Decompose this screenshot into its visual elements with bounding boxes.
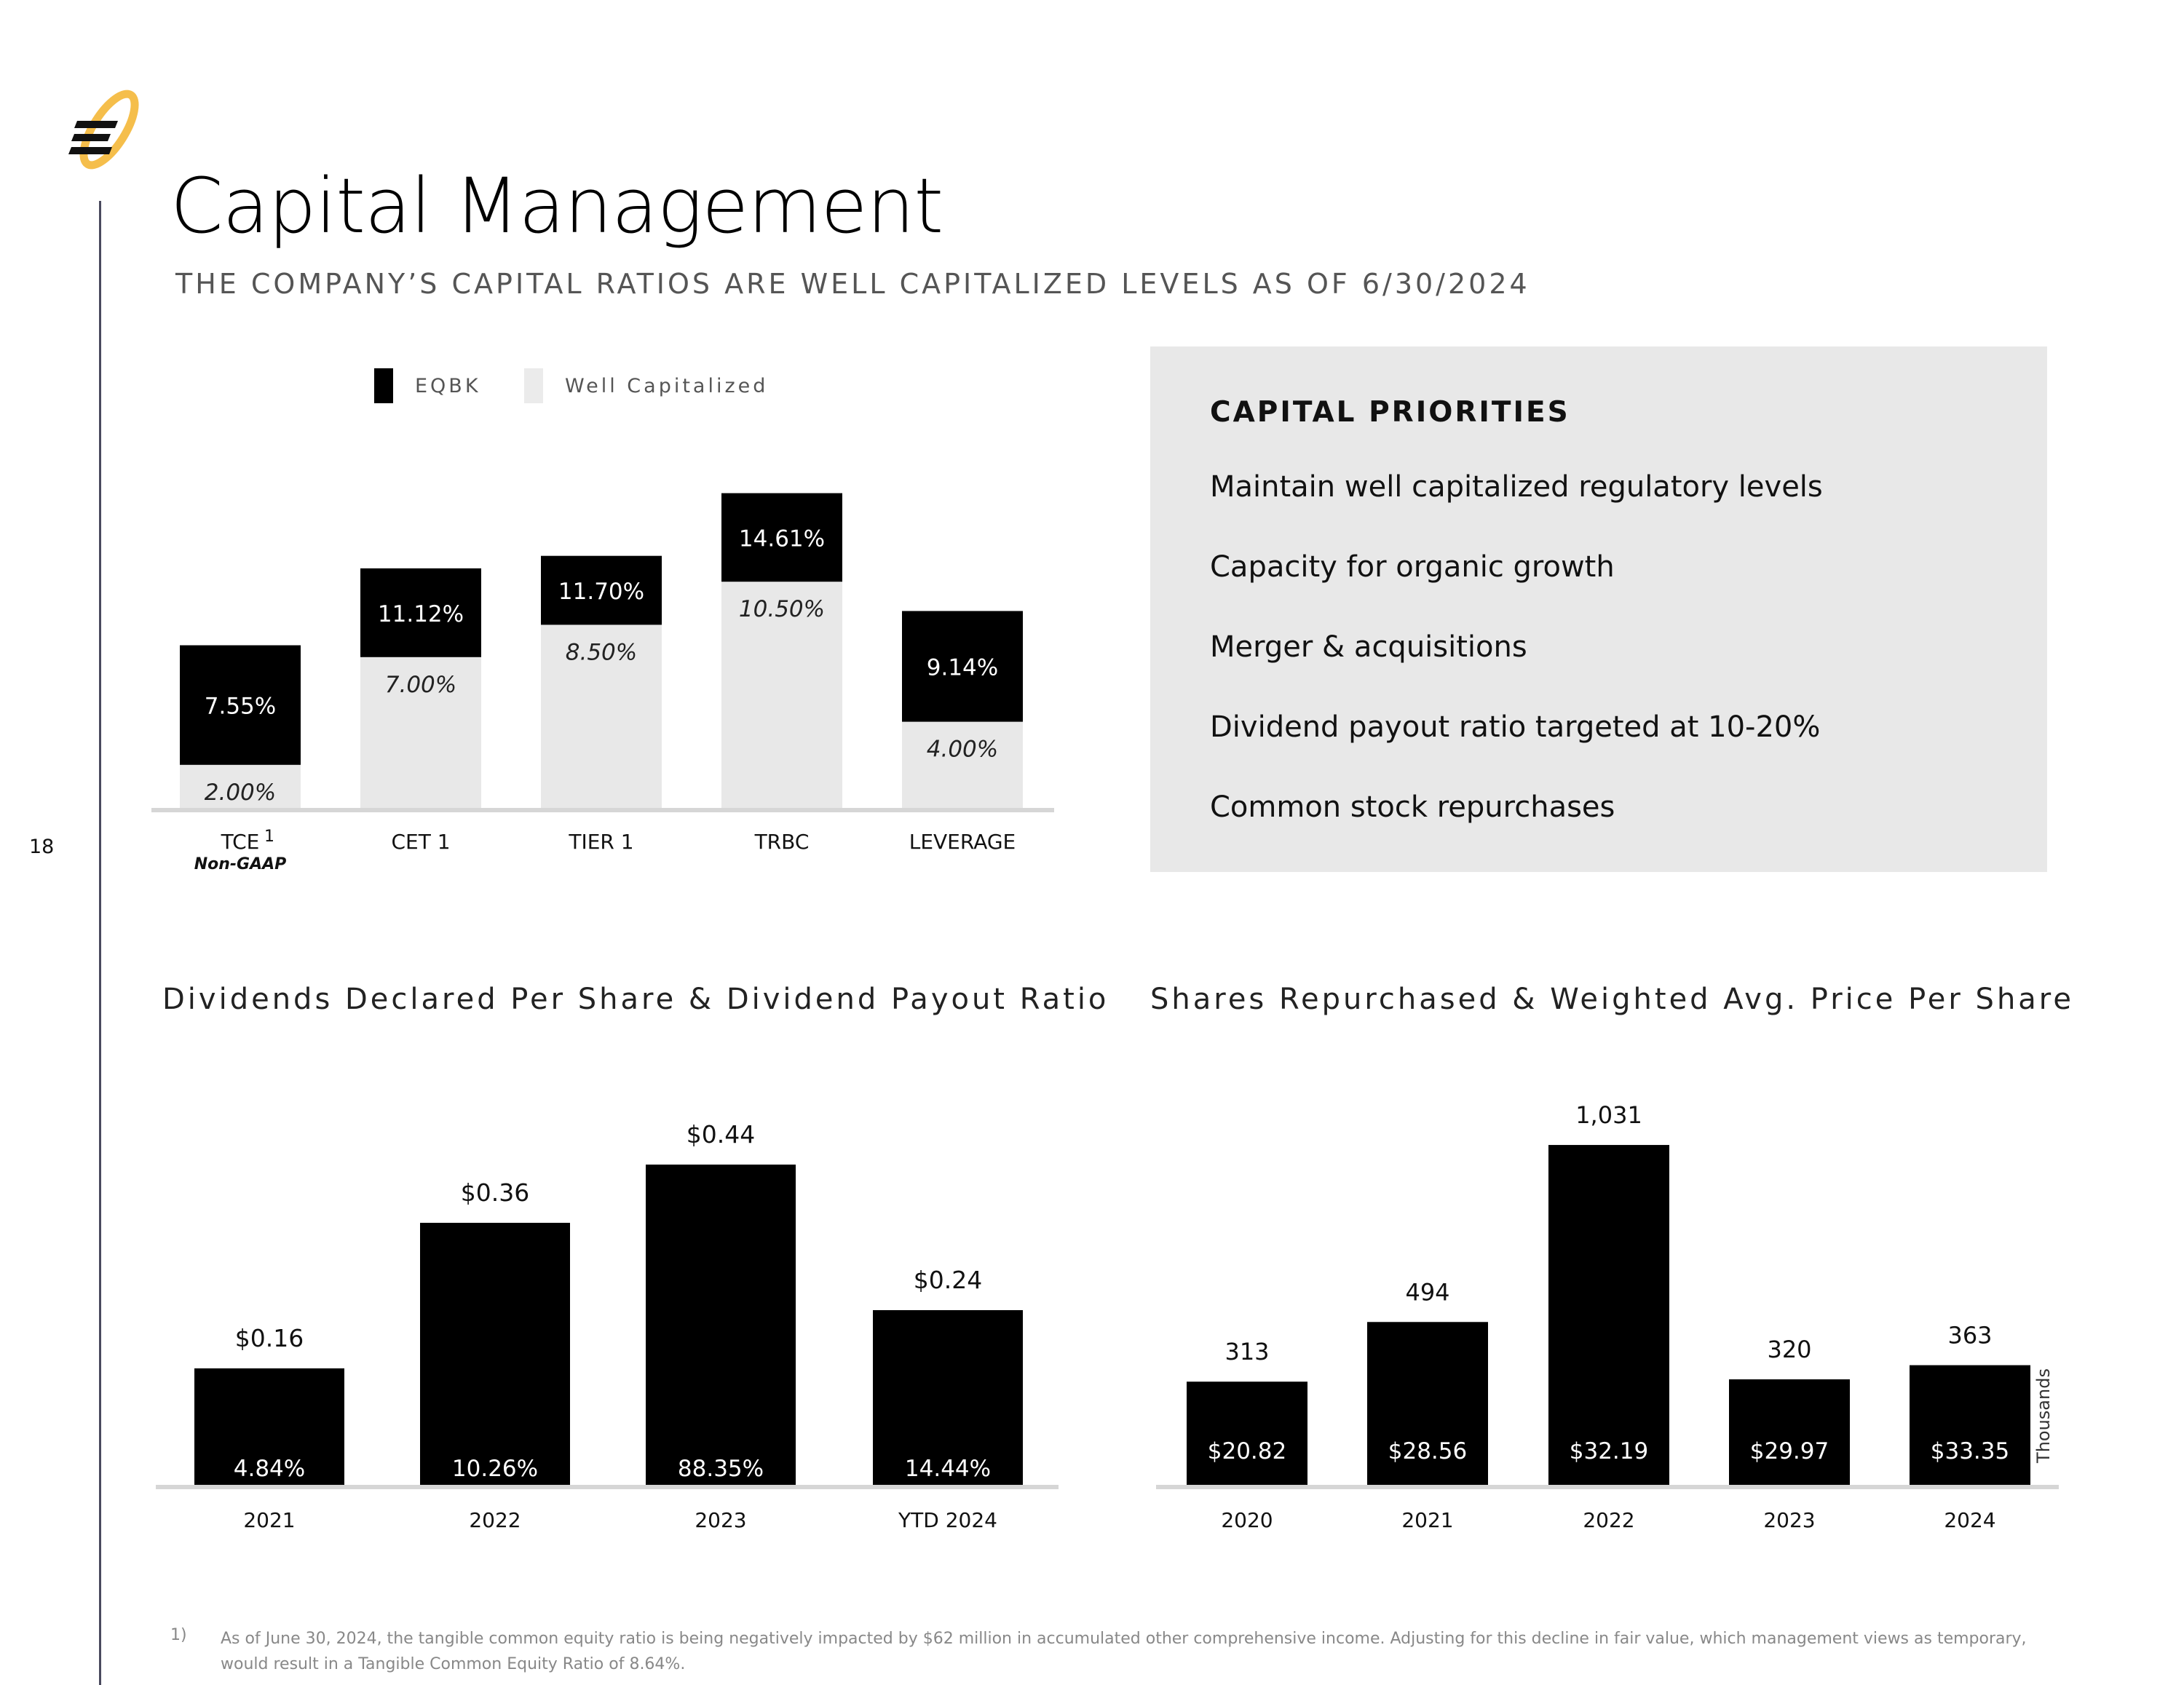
legend-item-eqbk: EQBK xyxy=(374,368,481,403)
category-label: LEVERAGE xyxy=(909,830,1016,854)
panel-heading: CAPITAL PRIORITIES xyxy=(1210,396,1570,429)
eqbk-value-label: 14.61% xyxy=(739,526,825,552)
legend-item-well-capitalized: Well Capitalized xyxy=(524,368,768,403)
dividend-value-label: $0.36 xyxy=(461,1178,529,1207)
eqbk-value-label: 7.55% xyxy=(205,694,276,720)
footnote-text: As of June 30, 2024, the tangible common… xyxy=(221,1630,2027,1673)
year-label: 2022 xyxy=(469,1508,521,1532)
shares-value-label: 313 xyxy=(1224,1338,1269,1365)
legend-label-well-capitalized: Well Capitalized xyxy=(565,374,769,397)
legend-label-eqbk: EQBK xyxy=(415,374,481,397)
shares-value-label: 494 xyxy=(1405,1278,1449,1306)
well-capitalized-value-label: 10.50% xyxy=(739,596,825,622)
repurchase-bar xyxy=(1910,1365,2030,1485)
shares-value-label: 1,031 xyxy=(1575,1101,1642,1129)
avg-price-label: $20.82 xyxy=(1208,1438,1286,1464)
payout-ratio-label: 10.26% xyxy=(452,1456,538,1482)
dividend-value-label: $0.24 xyxy=(914,1266,982,1294)
eqbk-value-label: 11.12% xyxy=(378,601,464,627)
category-label: CET 1 xyxy=(391,830,450,854)
avg-price-label: $32.19 xyxy=(1570,1438,1648,1464)
y-axis-unit-label: Thousands xyxy=(2033,1368,2054,1464)
repurchase-bar xyxy=(1187,1381,1307,1485)
shares-value-label: 363 xyxy=(1947,1322,1992,1349)
well-capitalized-bar xyxy=(721,582,842,808)
capital-chart-baseline xyxy=(151,808,1054,812)
priority-item: Merger & acquisitions xyxy=(1210,630,1527,664)
dividend-bar xyxy=(194,1368,344,1485)
year-label: 2022 xyxy=(1583,1508,1634,1532)
repurchases-chart-title: Shares Repurchased & Weighted Avg. Price… xyxy=(1150,983,2074,1016)
well-capitalized-bar xyxy=(360,657,481,808)
category-label: TIER 1 xyxy=(568,830,633,854)
dividend-bar xyxy=(420,1223,570,1485)
eqbk-value-label: 9.14% xyxy=(927,655,998,681)
priority-item: Maintain well capitalized regulatory lev… xyxy=(1210,470,1823,504)
page-number: 18 xyxy=(29,836,55,858)
well-capitalized-value-label: 8.50% xyxy=(566,639,637,665)
shares-value-label: 320 xyxy=(1767,1336,1811,1363)
logo-mark xyxy=(68,121,118,154)
year-label: 2023 xyxy=(1763,1508,1815,1532)
repurchase-bar xyxy=(1729,1379,1850,1485)
repurchases-chart-baseline xyxy=(1156,1485,2059,1489)
priority-item: Common stock repurchases xyxy=(1210,790,1615,824)
year-label: 2023 xyxy=(695,1508,746,1532)
year-label: 2024 xyxy=(1944,1508,1995,1532)
category-superscript: 1 xyxy=(264,828,274,846)
avg-price-label: $29.97 xyxy=(1750,1438,1829,1464)
category-label: TRBC xyxy=(754,830,810,854)
dividends-chart-title: Dividends Declared Per Share & Dividend … xyxy=(162,983,1109,1016)
priority-item: Capacity for organic growth xyxy=(1210,550,1615,584)
payout-ratio-label: 14.44% xyxy=(905,1456,991,1482)
page-subtitle: THE COMPANY’S CAPITAL RATIOS ARE WELL CA… xyxy=(175,268,1530,300)
priority-item: Dividend payout ratio targeted at 10-20% xyxy=(1210,710,1821,744)
category-label: TCE xyxy=(221,830,260,854)
dividend-value-label: $0.16 xyxy=(235,1324,304,1352)
payout-ratio-label: 88.35% xyxy=(678,1456,764,1482)
left-rule xyxy=(99,201,101,1685)
well-capitalized-value-label: 2.00% xyxy=(205,780,276,806)
footnote-number: 1) xyxy=(170,1626,187,1644)
dividends-chart-baseline xyxy=(156,1485,1059,1489)
payout-ratio-label: 4.84% xyxy=(234,1456,305,1482)
category-note: Non-GAAP xyxy=(194,855,287,873)
well-capitalized-bar xyxy=(541,625,662,808)
year-label: 2021 xyxy=(1401,1508,1453,1532)
dividend-bar xyxy=(873,1310,1023,1485)
dividend-bar xyxy=(646,1165,796,1485)
year-label: YTD 2024 xyxy=(898,1508,997,1532)
well-capitalized-bar xyxy=(902,721,1023,808)
eqbk-value-label: 11.70% xyxy=(558,579,644,605)
repurchase-bar xyxy=(1548,1145,1669,1485)
year-label: 2020 xyxy=(1221,1508,1273,1532)
capital-priorities-panel: CAPITAL PRIORITIES Maintain well capital… xyxy=(1150,346,2047,872)
avg-price-label: $33.35 xyxy=(1931,1438,2009,1464)
legend-swatch-eqbk xyxy=(374,368,393,403)
well-capitalized-value-label: 4.00% xyxy=(927,737,998,763)
legend-swatch-well-capitalized xyxy=(524,368,543,403)
year-label: 2021 xyxy=(243,1508,295,1532)
well-capitalized-bar xyxy=(180,764,301,808)
repurchase-bar xyxy=(1367,1322,1488,1485)
avg-price-label: $28.56 xyxy=(1388,1438,1467,1464)
well-capitalized-value-label: 7.00% xyxy=(385,672,456,698)
page-title: Capital Management xyxy=(170,162,943,250)
equity-bank-logo xyxy=(68,90,139,170)
dividend-value-label: $0.44 xyxy=(687,1120,755,1149)
